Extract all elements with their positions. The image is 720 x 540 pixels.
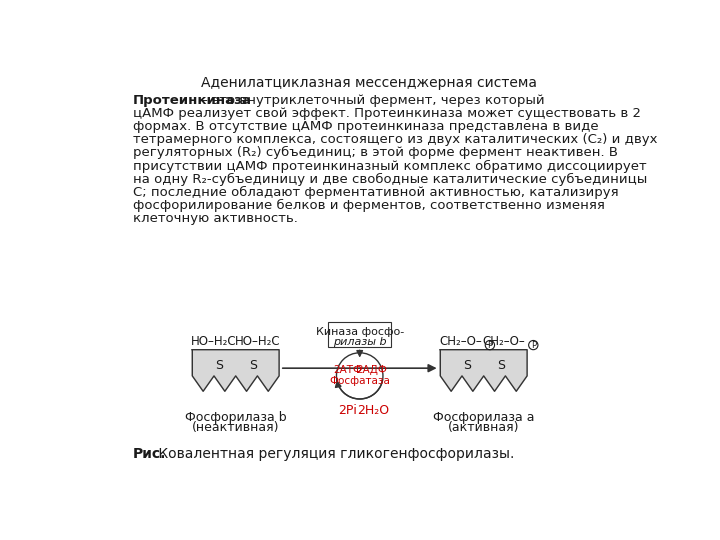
Text: Рис.: Рис. — [132, 448, 166, 462]
Text: S: S — [248, 359, 257, 372]
FancyBboxPatch shape — [328, 322, 392, 347]
Text: фосфорилирование белков и ферментов, соответственно изменяя: фосфорилирование белков и ферментов, соо… — [132, 199, 605, 212]
Text: присутствии цАМФ протеинкиназный комплекс обратимо диссоциирует: присутствии цАМФ протеинкиназный комплек… — [132, 159, 647, 173]
Text: тетрамерного комплекса, состоящего из двух каталитических (С₂) и двух: тетрамерного комплекса, состоящего из дв… — [132, 133, 657, 146]
Text: Фосфорилаза a: Фосфорилаза a — [433, 411, 534, 424]
Text: формах. В отсутствие цАМФ протеинкиназа представлена в виде: формах. В отсутствие цАМФ протеинкиназа … — [132, 120, 598, 133]
Text: рилазы b: рилазы b — [333, 338, 387, 347]
Text: 2АДФ: 2АДФ — [356, 364, 387, 375]
Text: на одну R₂-субъединицу и две свободные каталитические субъединицы: на одну R₂-субъединицу и две свободные к… — [132, 173, 647, 186]
Text: клеточную активность.: клеточную активность. — [132, 212, 297, 225]
Text: S: S — [215, 359, 222, 372]
Text: цАМФ реализует свой эффект. Протеинкиназа может существовать в 2: цАМФ реализует свой эффект. Протеинкиназ… — [132, 107, 641, 120]
Text: НО–Н₂С: НО–Н₂С — [192, 335, 237, 348]
Text: Киназа фосфо-: Киназа фосфо- — [315, 327, 404, 338]
Text: Фосфорилаза b: Фосфорилаза b — [185, 411, 287, 424]
Text: – это внутриклеточный фермент, через который: – это внутриклеточный фермент, через кот… — [197, 94, 544, 107]
Text: S: S — [497, 359, 505, 372]
Text: P: P — [487, 341, 492, 349]
Text: (активная): (активная) — [448, 421, 519, 434]
Text: Фосфатаза: Фосфатаза — [329, 375, 390, 386]
Text: 2АТФ: 2АТФ — [333, 364, 363, 375]
Text: P: P — [531, 341, 536, 349]
Polygon shape — [192, 350, 279, 392]
Text: регуляторных (R₂) субъединиц; в этой форме фермент неактивен. В: регуляторных (R₂) субъединиц; в этой фор… — [132, 146, 618, 159]
Text: (неактивная): (неактивная) — [192, 421, 279, 434]
Text: Протеинкиназа: Протеинкиназа — [132, 94, 251, 107]
Polygon shape — [441, 350, 527, 392]
Text: СН₂–О–: СН₂–О– — [439, 335, 482, 348]
Text: СН₂–О–: СН₂–О– — [482, 335, 525, 348]
Text: 2Рi: 2Рi — [338, 403, 356, 416]
Text: НО–Н₂С: НО–Н₂С — [235, 335, 280, 348]
Text: S: S — [463, 359, 471, 372]
Text: Ковалентная регуляция гликогенфосфорилазы.: Ковалентная регуляция гликогенфосфорилаз… — [153, 448, 514, 462]
Text: 2Н₂О: 2Н₂О — [358, 403, 390, 416]
Text: Аденилатциклазная мессенджерная система: Аденилатциклазная мессенджерная система — [201, 76, 537, 90]
Text: С; последние обладают ферментативной активностью, катализируя: С; последние обладают ферментативной акт… — [132, 186, 618, 199]
